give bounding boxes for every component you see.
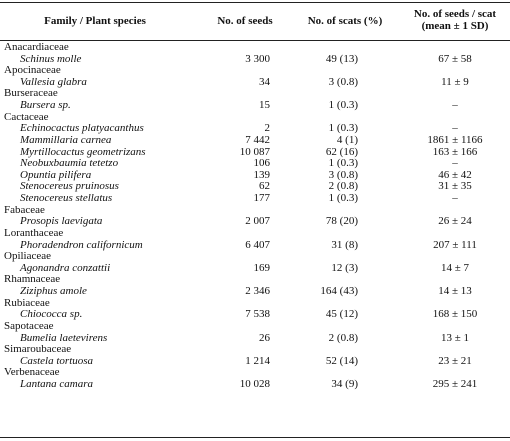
scat-count: 2 (0.8) <box>328 331 358 344</box>
top-rule <box>0 2 510 3</box>
scat-count: 31 (8) <box>331 238 358 251</box>
seeds-per-scat: 14 ± 7 <box>440 261 470 274</box>
seed-count: 7 538 <box>245 308 270 321</box>
header-cell: Family / Plant species <box>44 15 146 27</box>
scat-count: 12 (3) <box>331 261 358 274</box>
seed-count: 106 <box>253 157 271 170</box>
scat-count: 45 (12) <box>325 308 358 321</box>
seed-count: 177 <box>253 192 271 205</box>
scat-count: 1 (0.3) <box>328 122 358 135</box>
species-name: Opuntia pilifera <box>20 168 92 181</box>
seed-count: 2 346 <box>245 285 270 298</box>
family-name: Sapotaceae <box>4 319 54 332</box>
seeds-per-scat: 14 ± 13 <box>438 285 472 298</box>
seeds-per-scat: 207 ± 111 <box>433 238 477 251</box>
seed-count: 139 <box>253 168 271 181</box>
scat-count: 164 (43) <box>320 285 358 298</box>
seed-count: 62 <box>259 180 270 193</box>
seeds-per-scat: 163 ± 166 <box>432 145 478 158</box>
header-rule <box>0 40 510 41</box>
species-name: Stenocereus pruinosus <box>20 180 119 193</box>
scat-count: 1 (0.3) <box>328 157 358 170</box>
seeds-per-scat: 67 ± 58 <box>438 52 472 65</box>
seed-count: 10 028 <box>239 377 270 390</box>
seed-count: 10 087 <box>239 145 270 158</box>
seeds-per-scat: – <box>452 122 458 135</box>
scat-count: 49 (13) <box>325 52 358 65</box>
species-name: Myrtillocactus geometrizans <box>20 145 146 158</box>
species-name: Ziziphus amole <box>20 285 87 298</box>
scat-count: 78 (20) <box>325 215 358 228</box>
species-name: Lantana camara <box>20 377 94 390</box>
scat-count: 1 (0.3) <box>328 192 358 205</box>
species-name: Prosopis laevigata <box>20 215 103 228</box>
family-name: Burseraceae <box>4 87 58 100</box>
seed-count: 34 <box>259 75 270 88</box>
seeds-per-scat: 46 ± 42 <box>438 168 472 181</box>
species-name: Neobuxbaumia tetetzo <box>20 157 119 170</box>
family-name: Fabaceae <box>4 203 45 216</box>
family-name: Simaroubaceae <box>4 343 72 356</box>
seed-count: 2 007 <box>245 215 270 228</box>
seeds-per-scat: 168 ± 150 <box>432 308 478 321</box>
seeds-per-scat: 13 ± 1 <box>440 331 470 344</box>
header-cell: No. of scats (%) <box>307 15 383 27</box>
seeds-per-scat: – <box>452 99 458 112</box>
scat-count: 2 (0.8) <box>328 180 358 193</box>
family-name: Apocinaceae <box>4 64 61 77</box>
species-name: Stenocereus stellatus <box>20 192 113 205</box>
family-name: Anacardiaceae <box>4 41 69 53</box>
header-cell: No. of seeds / scat (mean ± 1 SD) <box>413 8 497 32</box>
seed-count: 169 <box>253 261 271 274</box>
species-name: Vallesia glabra <box>20 75 87 88</box>
header-cell: No. of seeds <box>217 15 273 27</box>
species-name: Castela tortuosa <box>20 354 94 367</box>
seeds-per-scat: 1861 ± 1166 <box>427 133 483 146</box>
seed-count: 15 <box>259 99 270 112</box>
species-name: Phoradendron californicum <box>20 238 143 251</box>
species-name: Bumelia laetevirens <box>20 331 108 344</box>
seed-count: 6 407 <box>245 238 270 251</box>
seed-count: 26 <box>259 331 270 344</box>
scat-count: 52 (14) <box>325 354 358 367</box>
species-name: Mammillaria carnea <box>20 133 112 146</box>
family-name: Opiliaceae <box>4 250 52 263</box>
species-name: Echinocactus platyacanthus <box>20 122 144 135</box>
family-name: Loranthaceae <box>4 226 64 239</box>
species-name: Chiococca sp. <box>20 308 83 321</box>
species-name: Agonandra conzattii <box>20 261 111 274</box>
scat-count: 3 (0.8) <box>328 75 358 88</box>
family-name: Cactaceae <box>4 110 49 123</box>
seeds-per-scat: 23 ± 21 <box>438 354 472 367</box>
family-name: Rhamnaceae <box>4 273 61 286</box>
seed-count: 2 <box>264 122 271 135</box>
seed-count: 1 214 <box>245 354 270 367</box>
family-name: Rubiaceae <box>4 296 50 309</box>
bottom-rule <box>0 437 510 438</box>
seeds-per-scat: – <box>452 192 458 205</box>
seed-count: 3 300 <box>245 52 270 65</box>
family-name: Verbenaceae <box>4 366 60 379</box>
seeds-per-scat: – <box>452 157 458 170</box>
seeds-per-scat: 11 ± 9 <box>441 75 469 88</box>
scat-count: 1 (0.3) <box>328 99 358 112</box>
scat-count: 4 (1) <box>336 133 358 146</box>
scat-count: 3 (0.8) <box>328 168 358 181</box>
seeds-per-scat: 295 ± 241 <box>432 377 478 390</box>
species-name: Schinus molle <box>20 52 82 65</box>
seeds-per-scat: 31 ± 35 <box>438 180 472 193</box>
scat-count: 34 (9) <box>331 377 358 390</box>
scat-count: 62 (16) <box>325 145 358 158</box>
seeds-per-scat: 26 ± 24 <box>438 215 472 228</box>
seed-count: 7 442 <box>245 133 270 146</box>
species-name: Bursera sp. <box>20 99 71 112</box>
